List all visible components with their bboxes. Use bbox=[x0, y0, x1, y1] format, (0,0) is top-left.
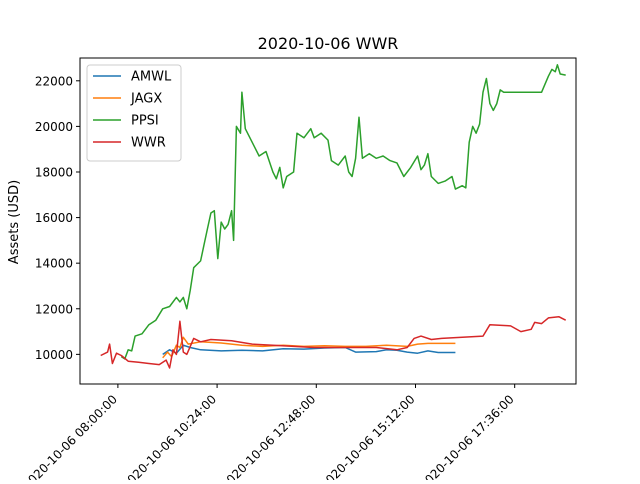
x-tick-label: 2020-10-06 12:48:00 bbox=[218, 392, 318, 480]
y-tick-label: 22000 bbox=[35, 74, 73, 88]
y-tick-label: 16000 bbox=[35, 211, 73, 225]
x-tick-label: 2020-10-06 08:00:00 bbox=[20, 392, 120, 480]
x-tick-label: 2020-10-06 15:12:00 bbox=[318, 392, 418, 480]
legend-label-wwr: WWR bbox=[131, 136, 166, 151]
x-tick-label: 2020-10-06 10:24:00 bbox=[119, 392, 219, 480]
legend-label-ppsi: PPSI bbox=[131, 114, 159, 129]
legend-box bbox=[86, 64, 182, 162]
y-axis-label: Assets (USD) bbox=[7, 180, 22, 264]
y-axis: 10000 12000 14000 16000 18000 20000 22000 bbox=[35, 74, 80, 362]
chart-title: 2020-10-06 WWR bbox=[258, 34, 399, 53]
x-tick-label: 2020-10-06 17:36:00 bbox=[417, 392, 517, 480]
plot-area bbox=[100, 64, 567, 369]
legend-label-amwl: AMWL bbox=[131, 70, 172, 85]
plot-frame bbox=[79, 57, 577, 385]
x-axis: 2020-10-06 08:00:00 2020-10-06 10:24:00 20… bbox=[20, 384, 517, 484]
y-tick-label: 20000 bbox=[35, 120, 73, 134]
legend: AMWL JAGX PPSI WWR bbox=[86, 64, 182, 162]
y-tick-label: 12000 bbox=[35, 302, 73, 316]
series-line-wwr bbox=[100, 315, 567, 369]
y-tick-label: 14000 bbox=[35, 257, 73, 271]
series-line-amwl bbox=[162, 344, 456, 356]
legend-label-jagx: JAGX bbox=[130, 92, 162, 107]
y-tick-label: 18000 bbox=[35, 165, 73, 179]
y-tick-label: 10000 bbox=[35, 348, 73, 362]
series-line-ppsi bbox=[120, 64, 566, 360]
